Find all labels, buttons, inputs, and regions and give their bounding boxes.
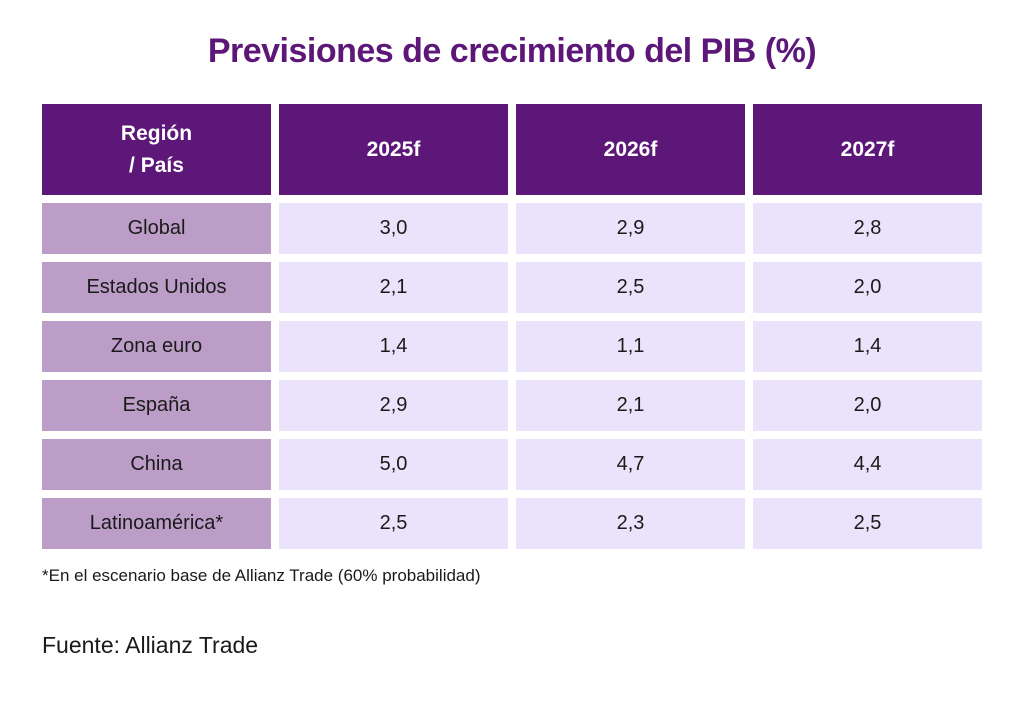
row-label: Estados Unidos (42, 262, 271, 313)
value-cell: 1,4 (279, 321, 508, 372)
row-label: Latinoamérica* (42, 498, 271, 549)
row-label: España (42, 380, 271, 431)
value-cell: 4,4 (753, 439, 982, 490)
value-cell: 2,0 (753, 262, 982, 313)
value-cell: 2,1 (279, 262, 508, 313)
value-cell: 2,0 (753, 380, 982, 431)
footnote: *En el escenario base de Allianz Trade (… (42, 566, 481, 585)
row-label: China (42, 439, 271, 490)
value-cell: 4,7 (516, 439, 745, 490)
value-cell: 5,0 (279, 439, 508, 490)
header-year: 2027f (753, 104, 982, 195)
value-cell: 2,5 (279, 498, 508, 549)
header-year: 2026f (516, 104, 745, 195)
value-cell: 2,9 (516, 203, 745, 254)
value-cell: 2,5 (516, 262, 745, 313)
source-note: Fuente: Allianz Trade (42, 632, 259, 658)
value-cell: 3,0 (279, 203, 508, 254)
gdp-forecast-table: Región / País 2025f 2026f 2027f Global 3,0 2,9… (42, 104, 982, 549)
header-year: 2025f (279, 104, 508, 195)
row-label: Global (42, 203, 271, 254)
header-region: Región / País (42, 104, 271, 195)
table-title: Previsiones de crecimiento del PIB (%) (207, 32, 817, 70)
value-cell: 1,4 (753, 321, 982, 372)
value-cell: 2,3 (516, 498, 745, 549)
value-cell: 2,8 (753, 203, 982, 254)
value-cell: 2,9 (279, 380, 508, 431)
value-cell: 2,1 (516, 380, 745, 431)
value-cell: 2,5 (753, 498, 982, 549)
value-cell: 1,1 (516, 321, 745, 372)
row-label: Zona euro (42, 321, 271, 372)
